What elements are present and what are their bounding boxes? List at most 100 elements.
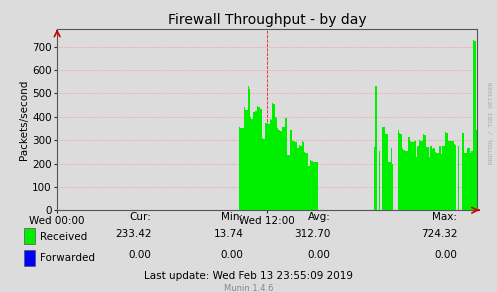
Bar	[404, 150, 405, 210]
Bar	[445, 133, 446, 210]
Bar	[421, 141, 422, 210]
Bar	[405, 151, 406, 210]
Bar	[255, 111, 256, 210]
Bar	[423, 134, 424, 210]
Bar	[384, 127, 385, 210]
Bar	[260, 109, 261, 210]
Bar	[454, 144, 455, 210]
Bar	[431, 146, 432, 210]
Bar	[409, 137, 410, 210]
Bar	[385, 134, 386, 210]
Text: 0.00: 0.00	[129, 251, 152, 260]
Bar	[476, 130, 477, 210]
Bar	[305, 153, 306, 210]
Bar	[442, 146, 443, 210]
Bar	[465, 153, 466, 210]
Bar	[383, 127, 384, 210]
Bar	[424, 135, 425, 210]
Bar	[422, 141, 423, 210]
Bar	[449, 141, 450, 210]
Bar	[386, 134, 387, 210]
Bar	[433, 148, 434, 210]
Bar	[269, 124, 270, 210]
Text: 233.42: 233.42	[115, 229, 152, 239]
Bar	[296, 142, 297, 210]
Bar	[404, 150, 405, 210]
Bar	[429, 146, 430, 210]
Bar	[240, 128, 241, 210]
Bar	[417, 146, 418, 210]
Bar	[298, 148, 299, 210]
Bar	[435, 152, 436, 210]
Bar	[302, 141, 303, 210]
Bar	[408, 137, 409, 210]
Bar	[270, 120, 271, 210]
Bar	[301, 146, 302, 210]
Bar	[282, 127, 283, 210]
Text: Munin 1.4.6: Munin 1.4.6	[224, 284, 273, 292]
Bar	[427, 147, 428, 210]
Bar	[249, 89, 250, 210]
Bar	[247, 110, 248, 210]
Bar	[297, 148, 298, 210]
Bar	[452, 141, 453, 210]
Text: Avg:: Avg:	[308, 213, 331, 223]
Bar	[286, 118, 287, 210]
Bar	[307, 153, 308, 210]
Bar	[375, 86, 376, 210]
Bar	[259, 107, 260, 210]
Bar	[413, 142, 414, 210]
Bar	[387, 134, 388, 210]
Bar	[400, 134, 401, 210]
Bar	[418, 146, 419, 210]
Bar	[239, 127, 240, 210]
Bar	[309, 166, 310, 210]
Bar	[257, 106, 258, 210]
Bar	[470, 153, 471, 210]
Bar	[468, 148, 469, 210]
Bar	[402, 148, 403, 210]
Bar	[285, 118, 286, 210]
Bar	[299, 145, 300, 210]
Bar	[443, 146, 444, 210]
Bar	[317, 162, 318, 210]
Bar	[458, 146, 459, 210]
Bar	[314, 162, 315, 210]
Text: Min:: Min:	[221, 213, 244, 223]
Bar	[256, 111, 257, 210]
Bar	[467, 154, 468, 210]
Bar	[416, 157, 417, 210]
Bar	[297, 147, 298, 210]
Bar	[434, 148, 435, 210]
Bar	[412, 142, 413, 210]
Title: Firewall Throughput - by day: Firewall Throughput - by day	[168, 13, 366, 27]
Bar	[248, 89, 249, 210]
Bar	[293, 141, 294, 210]
Text: 0.00: 0.00	[308, 251, 331, 260]
Bar	[279, 130, 280, 210]
Bar	[295, 142, 296, 210]
Text: RRDTOOL / TOBI OETIKER: RRDTOOL / TOBI OETIKER	[489, 81, 494, 164]
Bar	[263, 139, 264, 210]
Bar	[290, 130, 291, 210]
Bar	[393, 164, 394, 210]
Bar	[425, 135, 426, 210]
Bar	[438, 153, 439, 210]
Bar	[304, 152, 305, 210]
Bar	[244, 107, 245, 210]
Bar	[439, 146, 440, 210]
Bar	[411, 142, 412, 210]
Bar	[388, 162, 389, 210]
Bar	[308, 166, 309, 210]
Bar	[379, 151, 380, 210]
Bar	[294, 141, 295, 210]
Bar	[469, 148, 470, 210]
Text: Max:: Max:	[432, 213, 457, 223]
Bar	[441, 154, 442, 210]
Bar	[291, 130, 292, 210]
Bar	[401, 134, 402, 210]
Bar	[275, 118, 276, 210]
Bar	[376, 86, 377, 210]
Bar	[300, 146, 301, 210]
Bar	[426, 147, 427, 210]
